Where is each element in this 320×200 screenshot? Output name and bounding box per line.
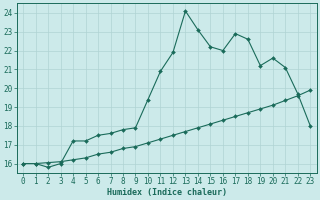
X-axis label: Humidex (Indice chaleur): Humidex (Indice chaleur) [107,188,227,197]
